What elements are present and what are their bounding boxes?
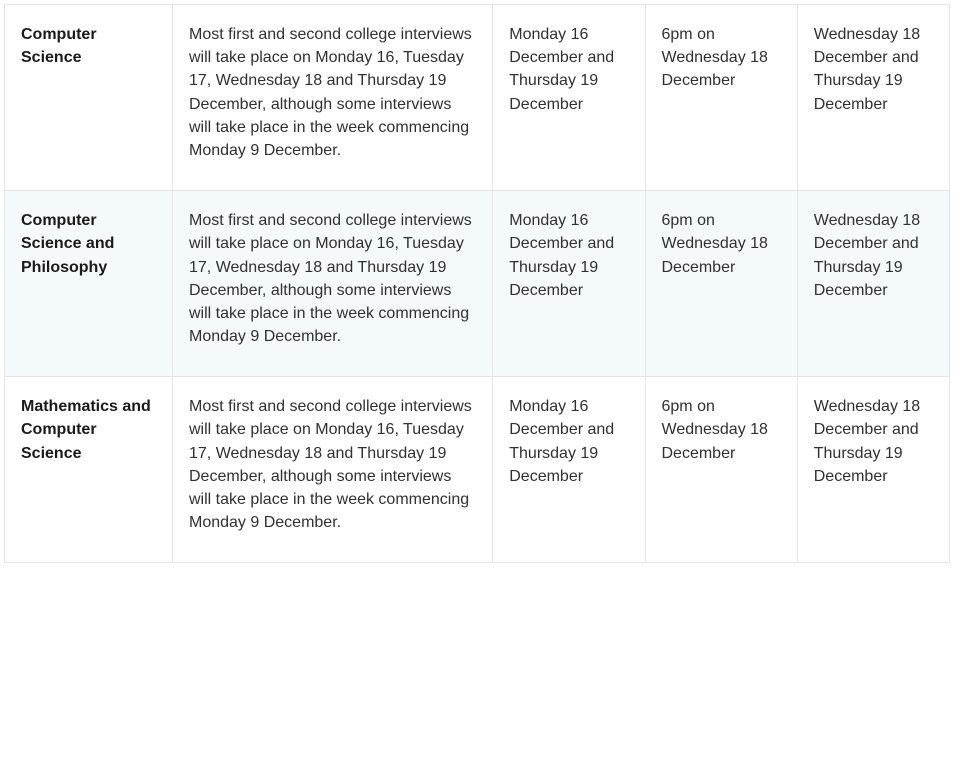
dates-cell-3: Wednesday 18 December and Thursday 19 De… — [797, 191, 949, 377]
description-cell: Most first and second college interviews… — [173, 5, 493, 191]
table-row: Mathematics and Computer Science Most fi… — [5, 377, 950, 563]
dates-cell-2: 6pm on Wednesday 18 December — [645, 377, 797, 563]
table-row: Computer Science and Philosophy Most fir… — [5, 191, 950, 377]
description-cell: Most first and second college interviews… — [173, 377, 493, 563]
interview-schedule-table: Computer Science Most first and second c… — [4, 4, 950, 563]
subject-cell: Computer Science — [5, 5, 173, 191]
table-row: Computer Science Most first and second c… — [5, 5, 950, 191]
description-cell: Most first and second college interviews… — [173, 191, 493, 377]
subject-cell: Computer Science and Philosophy — [5, 191, 173, 377]
dates-cell-1: Monday 16 December and Thursday 19 Decem… — [493, 191, 645, 377]
dates-cell-3: Wednesday 18 December and Thursday 19 De… — [797, 5, 949, 191]
dates-cell-1: Monday 16 December and Thursday 19 Decem… — [493, 377, 645, 563]
dates-cell-3: Wednesday 18 December and Thursday 19 De… — [797, 377, 949, 563]
dates-cell-2: 6pm on Wednesday 18 December — [645, 5, 797, 191]
subject-cell: Mathematics and Computer Science — [5, 377, 173, 563]
dates-cell-1: Monday 16 December and Thursday 19 Decem… — [493, 5, 645, 191]
dates-cell-2: 6pm on Wednesday 18 December — [645, 191, 797, 377]
